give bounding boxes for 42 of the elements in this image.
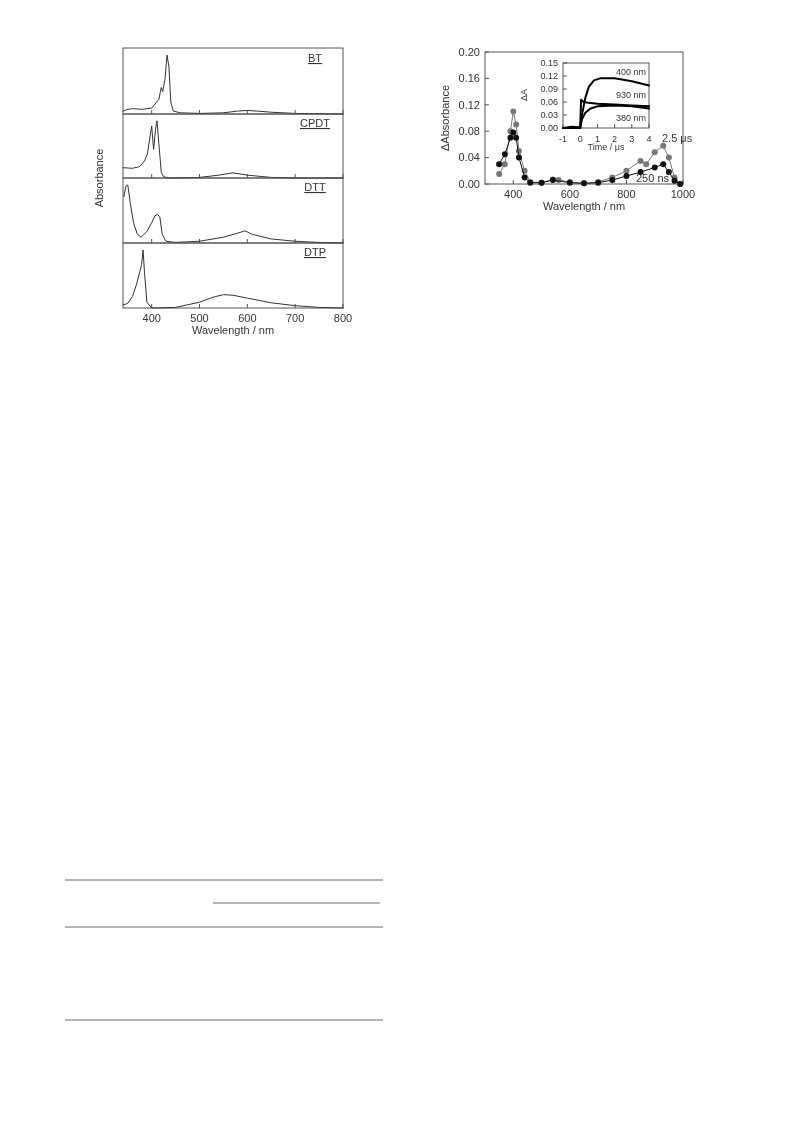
x-axis-title: Wavelength / nm <box>191 324 275 336</box>
y-tick-label: 0.12 <box>458 98 480 111</box>
x-axis-title: Wavelength / nm <box>542 200 626 212</box>
y-tick-label: 0.09 <box>540 84 558 95</box>
y-axis-title: ΔAbsorbance <box>439 84 451 152</box>
x-tick-label: 600 <box>238 312 257 324</box>
x-tick-label: 2 <box>612 134 618 144</box>
series-label: 930 nm <box>615 90 646 100</box>
y-tick-label: 0.16 <box>458 72 480 85</box>
x-tick-label: 1 <box>594 134 600 144</box>
y-axis-title: Absorbance <box>93 148 105 208</box>
y-tick-label: 0.06 <box>540 97 558 108</box>
x-tick-label: 600 <box>560 188 580 200</box>
y-tick-label: 0.12 <box>540 71 558 82</box>
series-label: 400 nm <box>615 67 646 77</box>
x-tick-label: 800 <box>617 188 636 200</box>
series-label: 250 ns <box>636 172 670 184</box>
x-tick-label: 400 <box>142 312 161 324</box>
text: DTP <box>304 246 326 258</box>
x-tick-label: 700 <box>285 312 305 324</box>
x-tick-label: 800 <box>333 312 353 324</box>
series-label: 2.5 μs <box>662 132 693 144</box>
text: CPDT <box>300 117 331 129</box>
x-tick-label: 400 <box>504 188 523 200</box>
x-tick-label: -1 <box>558 134 568 144</box>
x-tick-label: 0 <box>577 134 583 144</box>
x-tick-label: 3 <box>629 134 635 144</box>
y-tick-label: 0.00 <box>458 177 480 190</box>
y-tick-label: 0.08 <box>458 125 480 138</box>
x-tick-label: 4 <box>646 134 652 144</box>
x-tick-label: 1000 <box>670 188 696 200</box>
text: DTT <box>304 181 326 193</box>
text: BT <box>307 52 323 64</box>
x-axis-title: Time / μs <box>587 142 625 152</box>
y-tick-label: 0.00 <box>540 123 558 134</box>
y-tick-label: 0.04 <box>458 151 480 164</box>
series-label: 380 nm <box>615 113 646 123</box>
y-tick-label: 0.15 <box>540 58 558 69</box>
y-tick-label: 0.20 <box>458 45 480 58</box>
y-tick-label: 0.03 <box>540 110 558 121</box>
y-axis-title: ΔA <box>519 88 529 102</box>
x-tick-label: 500 <box>190 312 209 324</box>
